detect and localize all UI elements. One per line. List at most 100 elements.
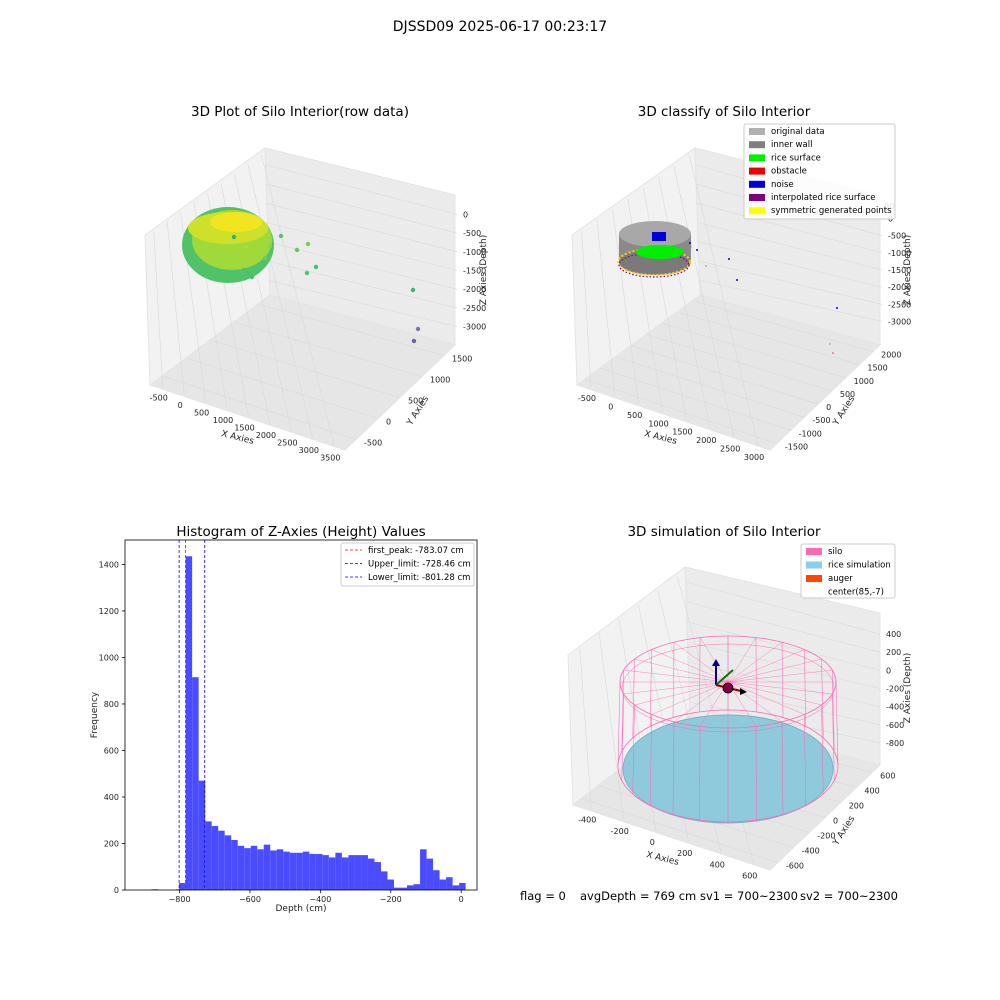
grid-line-x bbox=[596, 219, 616, 396]
grid-line-y bbox=[257, 303, 445, 356]
footer-stats: flag = 0 avgDepth = 769 cm sv1 = 700~230… bbox=[520, 889, 898, 903]
histogram-bar bbox=[361, 855, 368, 890]
auger-arrow-y bbox=[715, 669, 734, 686]
y-tick-label: 500 bbox=[840, 390, 855, 399]
grid-line-y bbox=[233, 321, 423, 377]
legend-label: silo bbox=[828, 547, 842, 557]
legend-swatch bbox=[749, 154, 765, 162]
x-tick-label: −800 bbox=[169, 895, 191, 904]
y-tick-label: 1000 bbox=[99, 653, 119, 662]
silo-spoke bbox=[699, 637, 729, 683]
x-tick-label: -200 bbox=[611, 827, 629, 836]
histogram-bar bbox=[237, 845, 245, 890]
silo-spoke bbox=[651, 681, 729, 715]
grid-line-z bbox=[265, 202, 458, 253]
silo-spoke bbox=[727, 681, 805, 715]
x-tick-label: 0 bbox=[608, 403, 613, 412]
y-tick-label: 200 bbox=[104, 839, 119, 848]
x-tick-label: 3000 bbox=[299, 446, 319, 455]
panel-classify-title: 3D classify of Silo Interior bbox=[638, 104, 811, 120]
simulation-legend-entries: silo rice simulation auger center(85,-7) bbox=[806, 547, 891, 598]
y-tick-label: -200 bbox=[817, 832, 835, 841]
x-tick-label: 1500 bbox=[672, 428, 692, 437]
silo-wire bbox=[621, 693, 624, 781]
legend-label: interpolated rice surface bbox=[771, 193, 876, 203]
grid-line-y bbox=[646, 334, 832, 392]
x-tick-label: 1000 bbox=[213, 416, 233, 425]
x-tick-label: -500 bbox=[150, 394, 168, 403]
noise-point bbox=[836, 307, 838, 309]
histogram-bar bbox=[348, 855, 355, 890]
grid-line-z bbox=[698, 260, 883, 305]
histogram-bar bbox=[426, 858, 434, 890]
silo-wire bbox=[632, 658, 635, 739]
grid-line-z bbox=[267, 260, 458, 309]
histogram-bar bbox=[289, 852, 297, 890]
legend-swatch bbox=[806, 561, 822, 569]
z-tick-label: -2500 bbox=[463, 304, 486, 313]
histogram-bar bbox=[211, 826, 219, 890]
y-tick-label: 400 bbox=[864, 787, 879, 796]
grid-line-z bbox=[265, 183, 458, 234]
panel-classify: 3D classify of Silo Interior -500 0 500 100… bbox=[571, 104, 913, 462]
z-tick-label: -800 bbox=[886, 739, 904, 748]
histogram-bar bbox=[400, 887, 408, 890]
grid-line-z bbox=[689, 681, 881, 726]
y-tick-label: 200 bbox=[849, 802, 864, 811]
histogram-bar bbox=[439, 879, 447, 890]
y-tick-label: 1000 bbox=[854, 377, 874, 386]
histogram-bar bbox=[335, 852, 342, 890]
noise-point bbox=[736, 279, 738, 281]
silo-wire bbox=[672, 721, 675, 815]
silo-wire bbox=[804, 714, 807, 806]
raw-data-point bbox=[262, 255, 268, 261]
silo-spoke bbox=[727, 681, 783, 722]
auger bbox=[712, 659, 747, 695]
raw-data-point bbox=[249, 274, 255, 280]
y-tick-label: 1000 bbox=[430, 376, 450, 385]
z-tick-label: -2000 bbox=[463, 285, 486, 294]
y-tick-label: 2000 bbox=[881, 351, 901, 360]
silo-wire bbox=[699, 726, 701, 821]
y-tick-label: 0 bbox=[833, 817, 838, 826]
raw-data-point bbox=[410, 287, 416, 293]
x-tick-label: 500 bbox=[627, 411, 642, 420]
histogram-bar bbox=[198, 780, 206, 890]
y-tick-label: 400 bbox=[104, 793, 119, 802]
grid-line-z bbox=[266, 222, 458, 271]
grid-line-z bbox=[697, 222, 883, 271]
x-tick-label: 2000 bbox=[696, 436, 716, 445]
auger-arrow-x-head bbox=[740, 688, 747, 695]
z-tick-label: -200 bbox=[886, 685, 904, 694]
classify-legend bbox=[743, 123, 896, 220]
x-tick-label: 600 bbox=[742, 871, 757, 880]
y-tick-label: -500 bbox=[364, 439, 382, 448]
classified-cloud bbox=[617, 221, 692, 278]
y-tick-label: 600 bbox=[880, 772, 895, 781]
legend-label: first_peak: -783.07 cm bbox=[368, 546, 464, 556]
silo-spoke bbox=[727, 649, 805, 683]
z-tick-label: -400 bbox=[886, 703, 904, 712]
auger-arrow-z-head bbox=[712, 659, 720, 666]
x-tick-label: -500 bbox=[578, 394, 596, 403]
x-tick-label: 200 bbox=[677, 849, 692, 858]
raw-data-point bbox=[411, 338, 417, 344]
silo-wire bbox=[617, 681, 621, 767]
panel-simulation: 3D simulation of Silo Interior -400 -200 0… bbox=[567, 524, 913, 880]
z-tick-label: -2500 bbox=[888, 300, 911, 309]
y-tick-label: 0 bbox=[386, 418, 391, 427]
footer-flag: flag = 0 bbox=[520, 889, 566, 903]
noise-point bbox=[689, 242, 691, 244]
histogram-bar bbox=[276, 849, 284, 890]
x-tick-label: 2500 bbox=[720, 444, 740, 453]
legend-label: Lower_limit: -801.28 cm bbox=[368, 573, 470, 583]
histogram-xlabel: Depth (cm) bbox=[275, 904, 326, 914]
raw-scatter-points bbox=[231, 233, 421, 344]
classify-scatter-points bbox=[689, 242, 838, 354]
legend-label: rice simulation bbox=[828, 561, 891, 571]
grid-line-x bbox=[612, 209, 639, 404]
histogram-bar bbox=[218, 830, 225, 890]
silo-wire bbox=[781, 721, 784, 815]
grid-line-z bbox=[688, 661, 881, 707]
z-tick-label: -600 bbox=[886, 721, 904, 730]
